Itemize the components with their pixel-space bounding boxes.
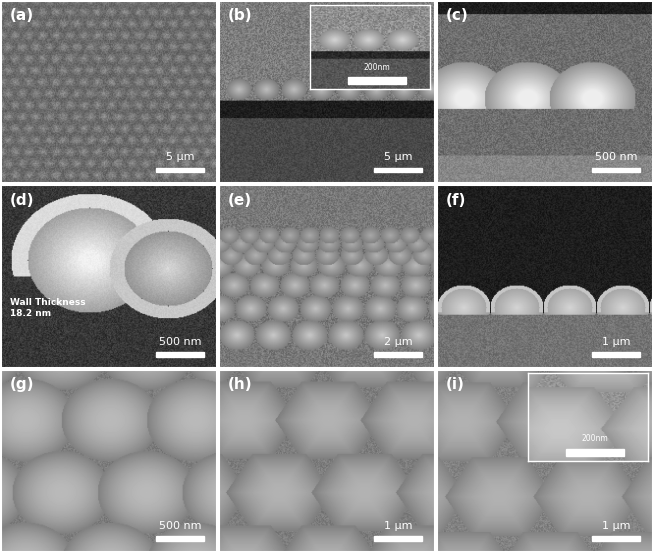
FancyBboxPatch shape	[593, 352, 640, 357]
FancyBboxPatch shape	[374, 168, 422, 173]
Text: 5 μm: 5 μm	[384, 152, 412, 162]
Text: (g): (g)	[10, 377, 35, 392]
Text: 1 μm: 1 μm	[602, 337, 630, 347]
Text: (f): (f)	[446, 192, 466, 208]
Text: 1 μm: 1 μm	[384, 521, 412, 531]
Text: 2 μm: 2 μm	[384, 337, 413, 347]
Text: 1 μm: 1 μm	[602, 521, 630, 531]
Text: (c): (c)	[446, 8, 469, 23]
Text: 500 nm: 500 nm	[159, 521, 201, 531]
Text: 500 nm: 500 nm	[159, 337, 201, 347]
Text: Wall Thickness
18.2 nm: Wall Thickness 18.2 nm	[10, 299, 86, 318]
Text: (e): (e)	[228, 192, 252, 208]
Text: (a): (a)	[10, 8, 34, 23]
Text: (h): (h)	[228, 377, 252, 392]
FancyBboxPatch shape	[156, 352, 204, 357]
FancyBboxPatch shape	[593, 536, 640, 541]
Text: (b): (b)	[228, 8, 252, 23]
Text: 500 nm: 500 nm	[595, 152, 638, 162]
Text: 5 μm: 5 μm	[166, 152, 194, 162]
Text: (d): (d)	[10, 192, 35, 208]
FancyBboxPatch shape	[156, 536, 204, 541]
FancyBboxPatch shape	[374, 536, 422, 541]
FancyBboxPatch shape	[374, 352, 422, 357]
FancyBboxPatch shape	[593, 168, 640, 173]
FancyBboxPatch shape	[156, 168, 204, 173]
Text: (i): (i)	[446, 377, 465, 392]
